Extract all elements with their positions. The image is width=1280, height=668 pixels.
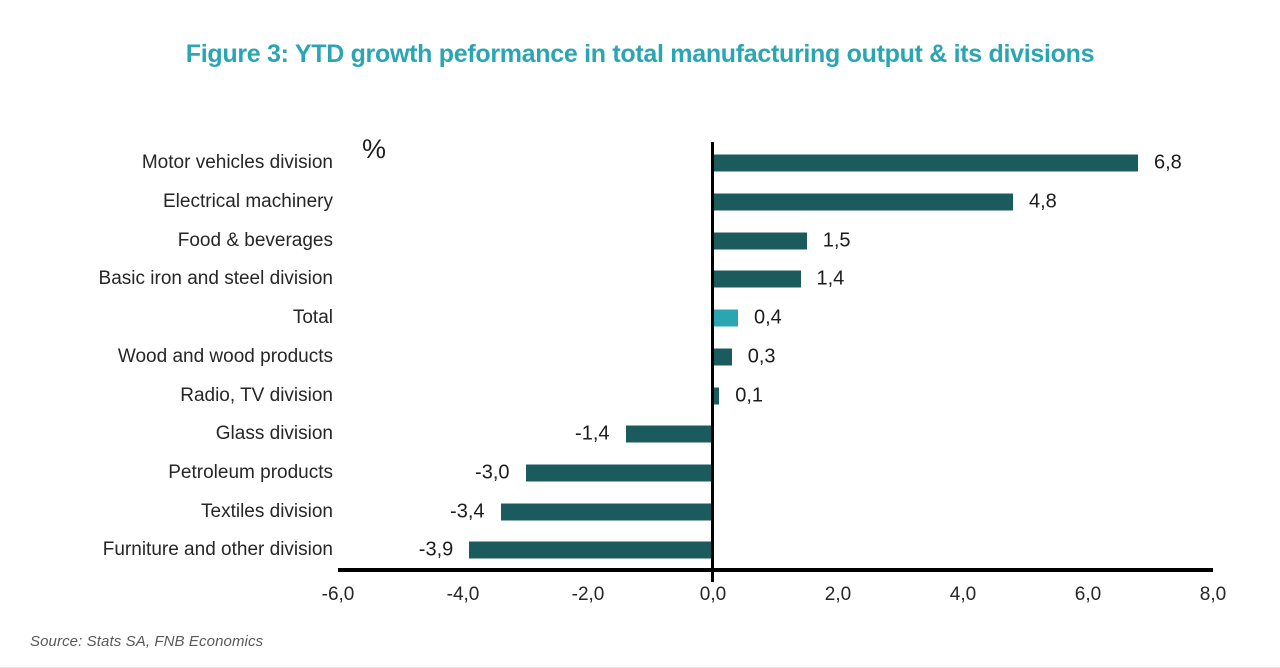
x-axis-tick-label: -2,0 xyxy=(571,584,605,605)
category-label: Basic iron and steel division xyxy=(98,268,333,290)
x-axis-tick-label: 0,0 xyxy=(699,584,727,605)
category-label: Glass division xyxy=(215,423,333,445)
value-label: 1,4 xyxy=(816,267,845,290)
zero-baseline xyxy=(711,142,714,582)
bar xyxy=(713,232,807,250)
value-label: 4,8 xyxy=(1029,190,1057,213)
bar-row: Petroleum products -3,0 xyxy=(0,454,1280,493)
category-label: Electrical machinery xyxy=(163,191,333,213)
value-label: -1,4 xyxy=(575,422,610,445)
x-axis-tick-label: -4,0 xyxy=(446,584,480,605)
bar xyxy=(713,309,738,327)
x-axis-tick-label: 4,0 xyxy=(949,584,977,605)
bar-row: Textiles division -3,4 xyxy=(0,492,1280,531)
category-label: Total xyxy=(292,307,333,329)
category-label: Textiles division xyxy=(201,500,333,522)
bar xyxy=(713,193,1013,211)
value-label: 1,5 xyxy=(822,229,851,252)
bar xyxy=(625,425,713,443)
bar xyxy=(525,464,713,482)
value-label: -3,0 xyxy=(475,461,510,484)
category-label: Petroleum products xyxy=(168,461,333,483)
bar xyxy=(713,270,801,288)
y-axis-unit-label: % xyxy=(362,134,387,164)
source-note: Source: Stats SA, FNB Economics xyxy=(30,633,264,650)
value-label: -3,4 xyxy=(450,500,485,523)
value-label: 6,8 xyxy=(1154,151,1182,174)
bar xyxy=(713,348,732,366)
category-label: Radio, TV division xyxy=(180,384,333,406)
x-axis-line xyxy=(338,568,1213,572)
bar xyxy=(500,503,713,521)
category-label: Motor vehicles division xyxy=(141,152,333,174)
bar-row: Electrical machinery 4,8 xyxy=(0,183,1280,222)
bar-row: Total 0,4 xyxy=(0,299,1280,338)
category-label: Furniture and other division xyxy=(102,539,333,561)
bar-row: Glass division -1,4 xyxy=(0,415,1280,454)
value-label: -3,9 xyxy=(418,538,454,561)
bar-row: Motor vehicles division 6,8 xyxy=(0,144,1280,183)
x-axis-tick-label: 6,0 xyxy=(1074,584,1102,605)
x-axis-tick-label: 2,0 xyxy=(824,584,852,605)
bar xyxy=(469,541,713,559)
bar xyxy=(713,387,720,405)
bar-row: Wood and wood products 0,3 xyxy=(0,338,1280,377)
category-label: Wood and wood products xyxy=(117,345,333,367)
category-label: Food & beverages xyxy=(177,229,333,251)
value-label: 0,4 xyxy=(754,306,782,329)
bar-row: Furniture and other division -3,9 xyxy=(0,531,1280,570)
value-label: 0,3 xyxy=(747,345,776,368)
x-axis-tick-label: -6,0 xyxy=(321,584,355,605)
bar-row: Basic iron and steel division 1,4 xyxy=(0,260,1280,299)
bar-row: Radio, TV division 0,1 xyxy=(0,376,1280,415)
x-axis-tick-label: 8,0 xyxy=(1199,584,1227,605)
bar xyxy=(713,154,1138,172)
bar-row: Food & beverages 1,5 xyxy=(0,221,1280,260)
figure-title: Figure 3: YTD growth peformance in total… xyxy=(185,40,1095,68)
value-label: 0,1 xyxy=(735,384,764,407)
